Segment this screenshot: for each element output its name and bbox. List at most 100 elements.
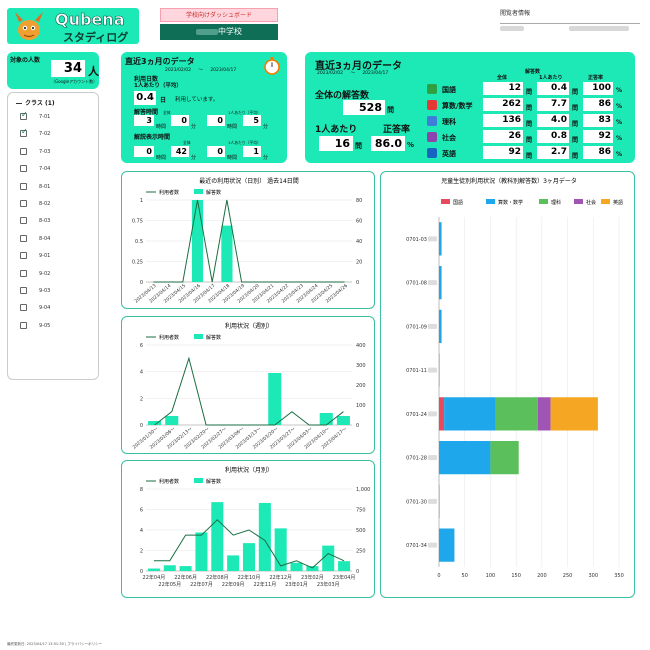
pct-unit: %	[616, 103, 623, 110]
line-series	[153, 519, 345, 569]
line-series	[154, 356, 344, 426]
bar	[268, 373, 282, 425]
blurred-name	[428, 411, 437, 417]
y-tick-left: 4	[140, 528, 143, 534]
class-option[interactable]: 8-01	[20, 182, 51, 192]
x-tick: 300	[589, 573, 599, 579]
accuracy-label: 正答率	[383, 125, 411, 135]
y-tick-right: 500	[356, 528, 366, 534]
class-option-label: 8-02	[39, 201, 51, 207]
bar-segment	[439, 309, 442, 343]
target-count-card: 対象の人数 34 人 （Googleアカウント数）	[7, 52, 99, 89]
bar-segment	[439, 397, 445, 431]
mon-unit: 問	[572, 153, 579, 160]
accuracy-value: 86.0	[371, 136, 405, 151]
card2-range: 2023/02/02 〜 2023/04/17	[317, 71, 389, 76]
subject-name: 英語	[442, 150, 456, 158]
class-checkbox[interactable]	[20, 127, 28, 138]
total-answers: 528	[343, 100, 385, 115]
class-option[interactable]: 9-01	[20, 252, 50, 261]
bar	[306, 566, 319, 571]
legend-bar-swatch	[194, 478, 203, 483]
y-tick-left: 6	[140, 508, 143, 514]
class-checkbox[interactable]	[20, 110, 28, 120]
y-tick-right: 1,000	[356, 487, 370, 493]
mon-unit: 問	[572, 89, 579, 96]
y-tick: 0701-11	[406, 368, 427, 374]
legend-label: 算数・数学	[498, 199, 523, 206]
hours-unit: 時間	[156, 155, 167, 161]
class-checkbox[interactable]	[20, 269, 27, 277]
x-tick: 22年12月	[269, 574, 292, 581]
bar	[290, 562, 303, 571]
minutes-unit: 分	[191, 155, 197, 161]
answer-total-minutes: 0	[171, 115, 189, 126]
class-checkbox[interactable]	[20, 200, 27, 207]
bar-segment	[439, 528, 455, 562]
legend-swatch	[441, 199, 450, 204]
class-checkbox[interactable]	[20, 287, 27, 294]
class-option[interactable]: 8-02	[20, 200, 50, 209]
subject-total: 136	[483, 114, 523, 127]
y-tick-left: 0.25	[132, 260, 143, 266]
mon-unit: 問	[572, 105, 579, 112]
class-checkbox[interactable]	[20, 252, 27, 260]
chart-title: 利用状況（週別）	[225, 322, 273, 330]
answer-total-label: 全体	[163, 110, 171, 115]
subject-name: 国語	[442, 86, 456, 94]
per-person-label: 1人あたり	[315, 125, 358, 135]
class-option[interactable]: 7-01	[20, 110, 50, 122]
class-option-label: 7-03	[39, 148, 51, 155]
class-option[interactable]: 9-05	[20, 321, 50, 331]
class-checkbox[interactable]	[20, 304, 27, 312]
class-option-label: 8-01	[39, 183, 51, 190]
subject-icon	[427, 100, 437, 110]
mon-unit: 問	[526, 137, 533, 144]
blurred-name	[428, 323, 437, 329]
legend-bar-swatch	[194, 334, 203, 339]
class-option[interactable]: 9-02	[20, 269, 50, 279]
bar-segment	[444, 397, 496, 431]
y-tick-right: 100	[356, 403, 366, 409]
x-tick: 100	[486, 573, 496, 579]
y-tick-right: 0	[356, 569, 359, 575]
subject-total: 92	[483, 146, 523, 159]
bar-segment	[439, 441, 491, 475]
class-checkbox[interactable]	[20, 217, 27, 225]
class-checkbox[interactable]	[20, 182, 27, 190]
blurred-name	[428, 236, 437, 242]
class-option-label: 7-04	[39, 166, 51, 173]
line-series	[153, 199, 345, 283]
x-tick: 22年04月	[143, 574, 166, 581]
class-option[interactable]: 9-04	[20, 304, 50, 313]
pct-unit: %	[616, 151, 623, 158]
class-checkbox[interactable]	[20, 165, 27, 173]
collapse-icon[interactable]	[16, 103, 22, 104]
explain-time-label: 解説表示時間	[134, 134, 171, 141]
x-tick: 23年02月	[301, 574, 324, 581]
daily-usage-panel: 最近の利用状況（日別） 過去14日間 利用者数 解答数 0 0.25 0.5 0.75 1 0 2…	[121, 171, 375, 309]
class-checkbox[interactable]	[20, 234, 27, 242]
subject-avg: 7.7	[537, 98, 569, 111]
class-option[interactable]: 7-03	[20, 147, 51, 157]
subject-name: 算数/数学	[442, 102, 473, 110]
bar-segment	[439, 484, 440, 518]
answer-avg-minutes: 5	[243, 115, 261, 126]
class-checkbox[interactable]	[20, 147, 27, 155]
answers-header: 解答数	[525, 69, 541, 75]
bar	[336, 416, 350, 425]
class-checkbox[interactable]	[20, 321, 27, 329]
bar	[165, 416, 179, 425]
class-option[interactable]: 9-03	[20, 287, 50, 296]
class-option[interactable]: 8-03	[20, 217, 50, 226]
mon-unit: 問	[526, 121, 533, 128]
subject-avg: 2.7	[537, 146, 569, 159]
target-note: （Googleアカウント数）	[51, 79, 98, 84]
class-option[interactable]: 7-04	[20, 165, 50, 174]
subject-total: 26	[483, 130, 523, 143]
class-filter-header[interactable]: クラス (1)	[16, 98, 55, 107]
answer-avg-label: 1人あたり（平均）	[228, 110, 261, 115]
class-option[interactable]: 8-04	[20, 234, 50, 244]
class-option[interactable]: 7-02	[20, 127, 50, 139]
usage-summary-card: 直近3ヵ月のデータ 2023/02/02 〜 2023/04/17 利用日数 1…	[121, 52, 287, 163]
